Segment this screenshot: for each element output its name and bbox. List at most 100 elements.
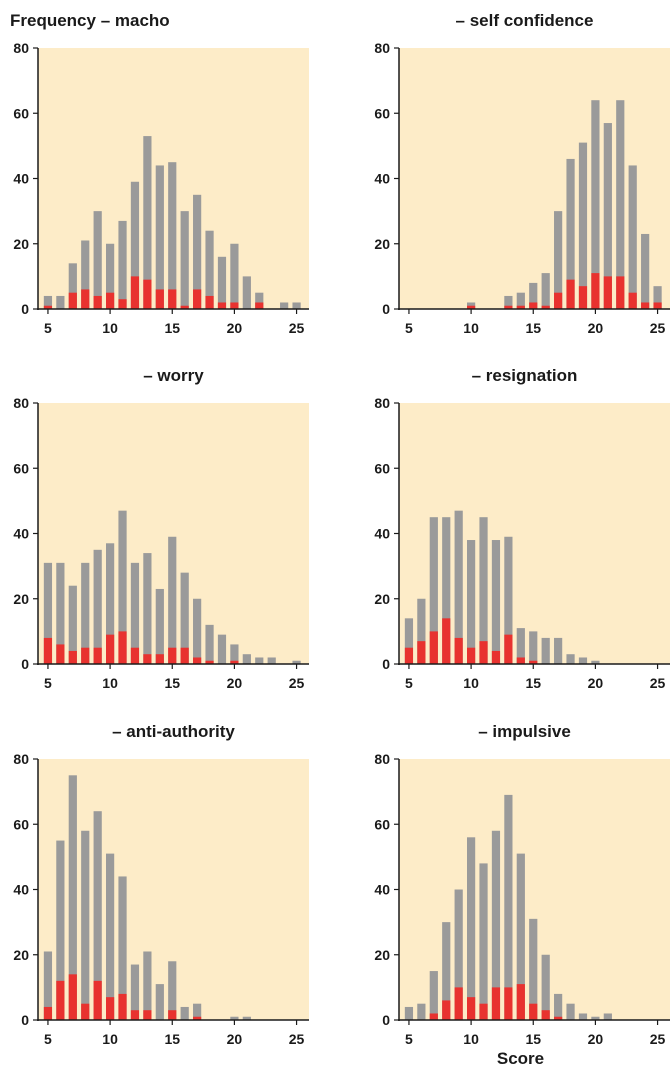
y-tick-label: 60: [374, 460, 390, 476]
bar-subset: [106, 292, 115, 309]
x-tick-label: 15: [525, 675, 541, 691]
bar-subset: [81, 647, 90, 664]
x-tick-label: 10: [102, 675, 118, 691]
bar-total: [143, 136, 152, 309]
panel-title: – worry: [143, 366, 204, 385]
bar-subset: [641, 302, 650, 309]
bar-total: [541, 954, 550, 1020]
bar-total: [566, 158, 575, 309]
bar-total: [429, 971, 438, 1020]
panel-title: – anti-authority: [112, 722, 235, 741]
bar-subset: [541, 305, 550, 309]
bar-total: [168, 961, 177, 1020]
bar-total: [280, 302, 289, 309]
bar-total: [566, 1003, 575, 1020]
bar-subset: [180, 305, 189, 309]
y-tick-label: 80: [13, 751, 29, 767]
bar-total: [242, 1016, 251, 1020]
y-tick-label: 20: [13, 591, 29, 607]
bar-total: [106, 243, 115, 309]
bar-subset: [106, 634, 115, 664]
bar-subset: [130, 1010, 140, 1020]
bar-subset: [491, 650, 501, 664]
bar-subset: [578, 286, 588, 309]
x-tick-label: 10: [463, 675, 479, 691]
panel-title: – impulsive: [478, 722, 571, 741]
bar-total: [193, 1003, 202, 1020]
y-tick-label: 40: [374, 882, 390, 898]
bar-total: [81, 830, 90, 1020]
bar-subset: [529, 660, 538, 664]
bar-total: [578, 657, 588, 664]
bar-total: [93, 211, 102, 310]
bar-total: [230, 644, 239, 664]
chart-panel-6: – impulsive 0 20 40 60 80 5 10 15 20 25 Score: [374, 722, 670, 1068]
panel-title: – resignation: [472, 366, 578, 385]
x-tick-label: 15: [525, 1031, 541, 1047]
x-tick-label: 25: [650, 320, 666, 336]
bar-total: [118, 876, 127, 1020]
bar-total: [130, 562, 140, 664]
y-tick-label: 0: [382, 1012, 390, 1028]
bar-subset: [130, 647, 140, 664]
y-tick-label: 0: [21, 1012, 29, 1028]
bar-total: [56, 295, 65, 309]
chart-panel-4: – resignation 0 20 40 60 80 5 10 15 20 25: [374, 366, 670, 691]
bar-total: [43, 951, 53, 1020]
x-tick-label: 20: [588, 675, 604, 691]
bar-total: [554, 211, 563, 310]
bar-subset: [467, 997, 476, 1020]
y-tick-label: 60: [13, 816, 29, 832]
x-tick-label: 5: [405, 1031, 413, 1047]
bar-total: [591, 660, 600, 664]
bar-subset: [168, 1010, 177, 1020]
x-tick-label: 10: [463, 320, 479, 336]
x-axis-title: Score: [497, 1049, 544, 1068]
bar-subset: [43, 305, 53, 309]
bar-subset: [143, 654, 152, 664]
bar-total: [417, 1003, 426, 1020]
bar-total: [442, 517, 451, 664]
x-tick-label: 25: [289, 1031, 305, 1047]
bar-total: [628, 165, 637, 309]
bar-subset: [516, 305, 525, 309]
bar-subset: [504, 987, 513, 1021]
x-tick-label: 15: [164, 1031, 180, 1047]
bar-total: [81, 562, 90, 664]
bar-total: [155, 984, 164, 1020]
bar-total: [653, 286, 662, 309]
y-tick-label: 60: [374, 105, 390, 121]
bar-subset: [118, 299, 127, 309]
y-tick-label: 40: [374, 526, 390, 542]
bar-subset: [442, 1000, 451, 1020]
bar-total: [603, 123, 612, 309]
bar-total: [230, 243, 239, 309]
bar-subset: [429, 631, 438, 665]
x-tick-label: 5: [44, 675, 52, 691]
x-tick-label: 20: [227, 1031, 243, 1047]
y-tick-label: 80: [374, 395, 390, 411]
bar-subset: [93, 295, 102, 309]
bar-total: [479, 517, 488, 664]
bar-total: [504, 794, 513, 1020]
bar-total: [529, 918, 538, 1020]
y-tick-label: 80: [374, 40, 390, 56]
x-tick-label: 25: [650, 675, 666, 691]
bar-subset: [168, 289, 177, 309]
bar-total: [230, 1016, 239, 1020]
bar-subset: [106, 997, 115, 1020]
bar-total: [255, 657, 264, 664]
bar-subset: [591, 273, 600, 309]
bar-total: [616, 100, 625, 309]
bar-subset: [118, 993, 127, 1020]
y-tick-label: 60: [13, 460, 29, 476]
bar-subset: [43, 637, 53, 664]
bar-total: [292, 302, 301, 309]
bar-total: [292, 660, 301, 664]
bar-subset: [516, 984, 525, 1020]
bar-total: [442, 922, 451, 1021]
bar-total: [180, 572, 189, 664]
bar-subset: [653, 302, 662, 309]
x-tick-label: 5: [405, 675, 413, 691]
bar-total: [541, 273, 550, 309]
